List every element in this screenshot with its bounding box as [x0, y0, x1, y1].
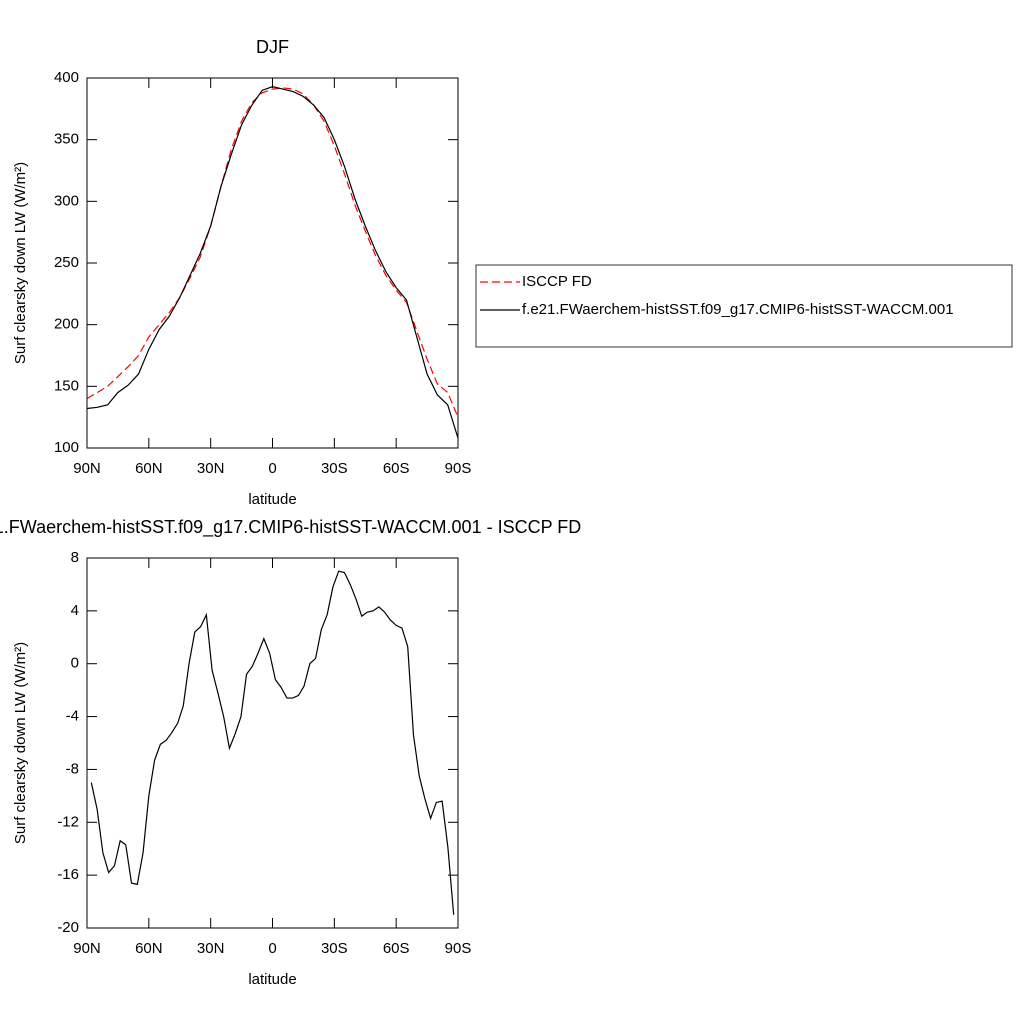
- legend-label: f.e21.FWaerchem-histSST.f09_g17.CMIP6-hi…: [522, 301, 954, 318]
- x-tick-label: 30S: [321, 460, 348, 477]
- y-tick-label: -4: [66, 708, 79, 725]
- y-tick-label: 100: [54, 439, 79, 456]
- x-tick-label: 60N: [135, 460, 163, 477]
- data-line: [86, 87, 459, 418]
- x-tick-label: 30N: [197, 940, 225, 957]
- chart-title: DJF: [256, 37, 289, 57]
- y-tick-label: 200: [54, 316, 79, 333]
- y-tick-label: -8: [66, 760, 79, 777]
- y-tick-label: 250: [54, 254, 79, 271]
- data-line: [90, 570, 455, 915]
- y-tick-label: 350: [54, 131, 79, 148]
- x-tick-label: 90N: [73, 460, 101, 477]
- x-tick-label: 30S: [321, 940, 348, 957]
- x-tick-label: 60N: [135, 940, 163, 957]
- data-line: [86, 86, 459, 439]
- legend-label: ISCCP FD: [522, 273, 592, 290]
- y-tick-label: -20: [57, 919, 79, 936]
- x-tick-label: 30N: [197, 460, 225, 477]
- y-axis-label: Surf clearsky down LW (W/m²): [12, 642, 29, 844]
- x-tick-label: 0: [268, 940, 276, 957]
- x-tick-label: 90S: [445, 460, 472, 477]
- x-tick-label: 90N: [73, 940, 101, 957]
- y-tick-label: -16: [57, 866, 79, 883]
- y-tick-label: 8: [71, 549, 79, 566]
- y-tick-label: 300: [54, 192, 79, 209]
- y-tick-label: 150: [54, 377, 79, 394]
- x-tick-label: 60S: [383, 940, 410, 957]
- y-tick-label: 0: [71, 655, 79, 672]
- legend-box: [475, 264, 1013, 348]
- plot-frame: [86, 557, 459, 929]
- x-axis-label: latitude: [248, 491, 296, 508]
- y-tick-label: -12: [57, 813, 79, 830]
- plot-frame: [86, 77, 459, 449]
- chart-title: f.e21.FWaerchem-histSST.f09_g17.CMIP6-hi…: [0, 517, 581, 538]
- x-axis-label: latitude: [248, 971, 296, 988]
- y-axis-label: Surf clearsky down LW (W/m²): [12, 162, 29, 364]
- y-tick-label: 4: [71, 602, 79, 619]
- x-tick-label: 0: [268, 460, 276, 477]
- x-tick-label: 90S: [445, 940, 472, 957]
- y-tick-label: 400: [54, 69, 79, 86]
- x-tick-label: 60S: [383, 460, 410, 477]
